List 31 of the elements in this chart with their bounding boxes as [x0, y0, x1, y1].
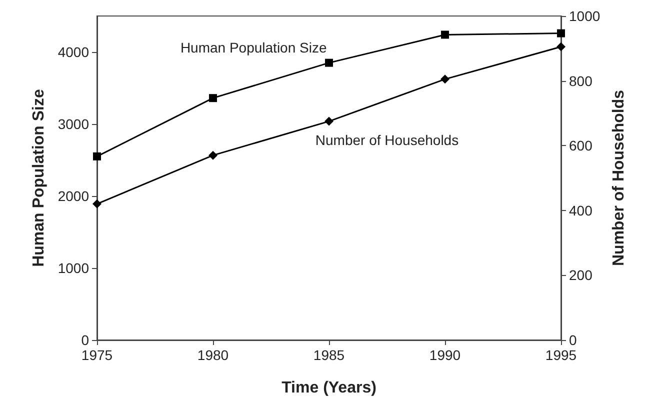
point: [557, 29, 565, 38]
y2-axis-title: Number of Households: [610, 90, 628, 266]
point: [556, 42, 566, 52]
x-tick-label: 1975: [81, 347, 113, 363]
point: [208, 150, 218, 160]
y2-tick-label: 600: [569, 138, 593, 154]
y-tick-label: 4000: [58, 44, 90, 60]
x-tick-label: 1985: [313, 347, 345, 363]
y-axis-title: Human Population Size: [30, 89, 48, 267]
series-label: Human Population Size: [180, 40, 327, 56]
y-tick-label: 2000: [58, 188, 90, 204]
point: [440, 74, 450, 84]
x-tick-label: 1995: [545, 347, 577, 363]
x-tick-label: 1980: [197, 347, 229, 363]
point: [325, 58, 333, 67]
y2-tick-label: 800: [569, 72, 593, 89]
y-tick-label: 1000: [58, 260, 90, 276]
point: [92, 199, 102, 208]
point: [441, 30, 449, 39]
y2-tick-label: 200: [569, 267, 593, 284]
point: [324, 116, 334, 126]
x-tick-label: 1990: [429, 347, 461, 363]
y-tick-label: 0: [81, 332, 90, 348]
series-label: Number of Households: [315, 132, 459, 148]
point: [93, 152, 101, 160]
y2-tick-label: 0: [569, 332, 577, 348]
y2-tick-label: 1000: [569, 8, 600, 24]
y2-tick-label: 400: [569, 202, 593, 218]
x-axis-title: Time (Years): [282, 380, 376, 396]
y-tick-label: 3000: [58, 116, 90, 132]
point: [209, 94, 217, 102]
